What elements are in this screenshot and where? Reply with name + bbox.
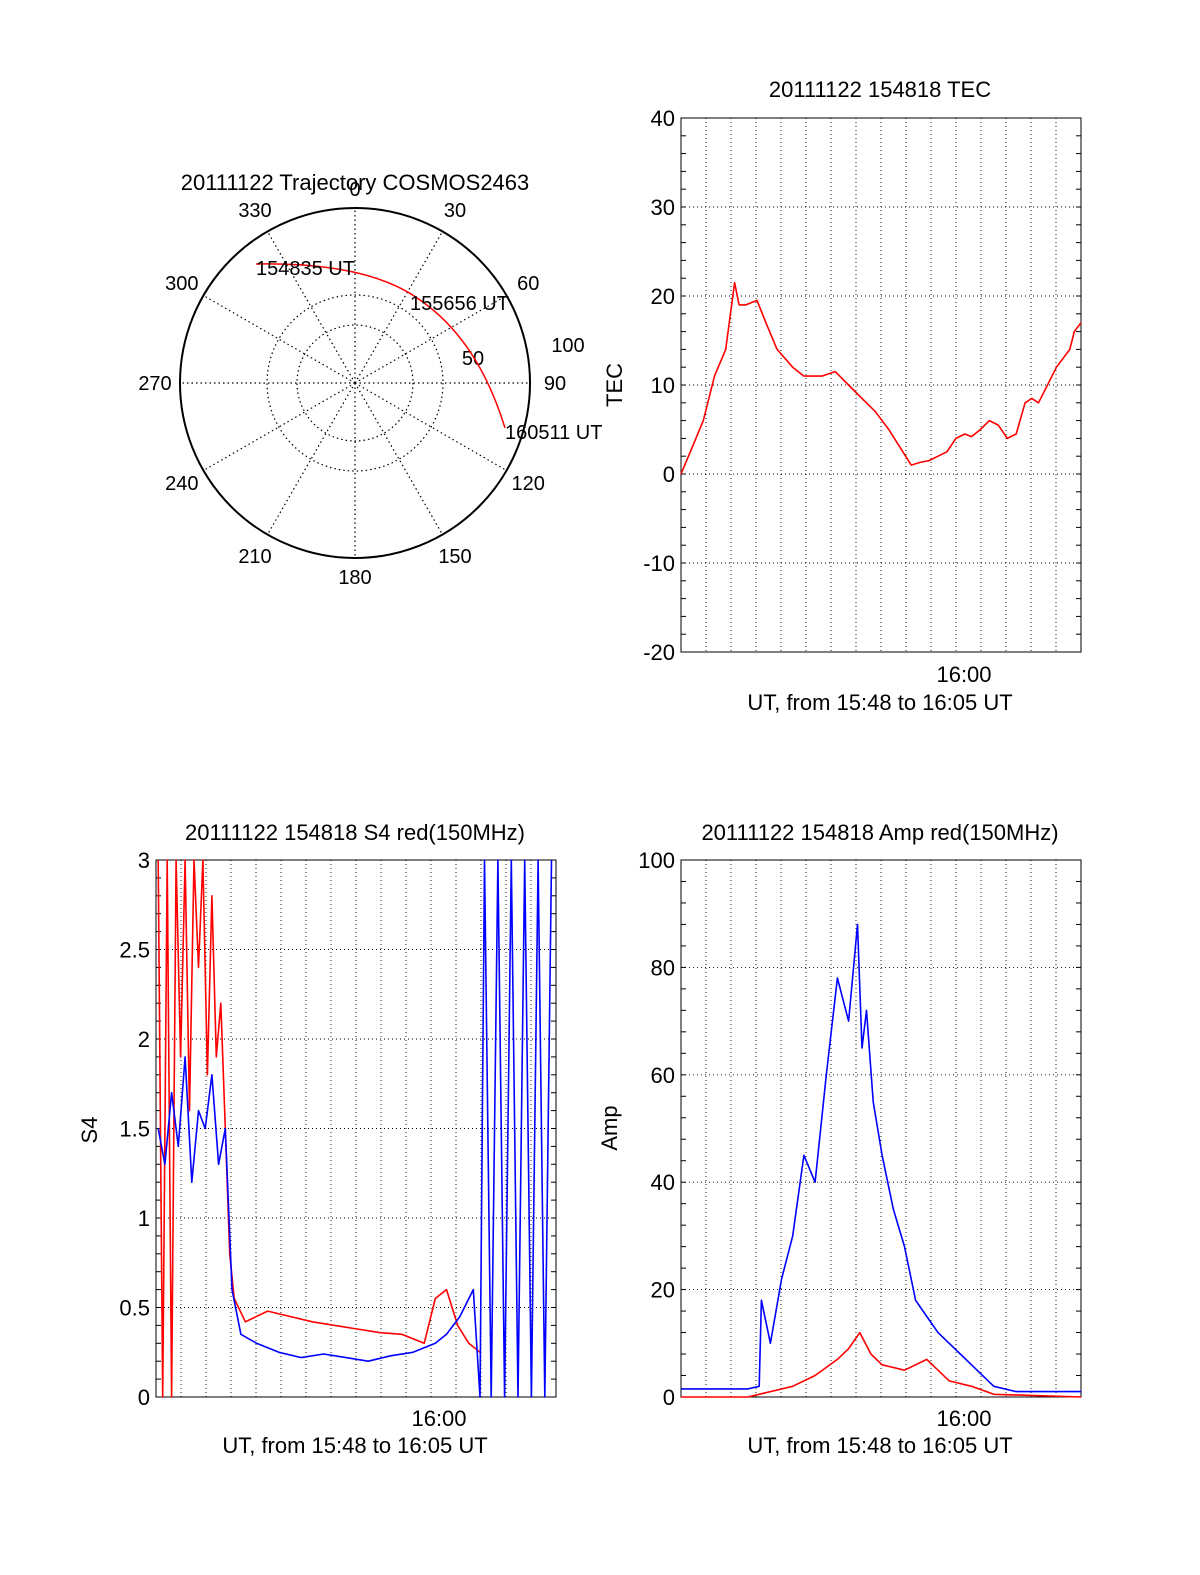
polar-radial-label-100: 100 [551, 335, 584, 357]
ytick-label: 2.5 [119, 938, 150, 963]
ytick-label: -20 [643, 640, 675, 665]
ytick-label: 3 [138, 848, 150, 873]
polar-azimuth-label-30: 30 [444, 200, 466, 222]
tec-title: 20111122 154818 TEC [769, 77, 991, 102]
s4-grid [156, 859, 556, 1398]
ytick-label: 40 [651, 1170, 675, 1195]
series-line-blue [681, 923, 1081, 1393]
s4-xlabel: UT, from 15:48 to 16:05 UT [222, 1433, 487, 1458]
series-line-blue [157, 859, 553, 1398]
polar-spoke-330 [266, 231, 356, 384]
polar-azimuth-label-150: 150 [438, 546, 471, 568]
ytick-label: 0.5 [119, 1296, 150, 1321]
polar-title: 20111122 Trajectory COSMOS2463 [181, 170, 530, 195]
series-line-red [680, 281, 1082, 475]
polar-azimuth-label-270: 270 [138, 373, 171, 395]
polar-panel: 20111122 Trajectory COSMOS2463 0 30 60 90 12… [138, 170, 602, 589]
s4-series [157, 859, 553, 1398]
amp-ylabel: Amp [597, 1105, 622, 1150]
s4-panel: 20111122 154818 S4 red(150MHz) 0 0.5 1 1.5 2… [77, 820, 557, 1458]
polar-ring-0 [296, 324, 414, 442]
s4-xtick-label: 16:00 [411, 1406, 466, 1431]
polar-spoke-150 [354, 382, 444, 535]
amp-title: 20111122 154818 Amp red(150MHz) [701, 820, 1058, 845]
polar-azimuth-label-120: 120 [512, 473, 545, 495]
tec-ylabel: TEC [602, 363, 627, 407]
s4-yticks: 0 0.5 1 1.5 2 2.5 3 [119, 848, 150, 1410]
amp-panel: 20111122 154818 Amp red(150MHz) 0 20 40 60 8… [597, 820, 1082, 1458]
polar-azimuth-label-180: 180 [338, 567, 371, 589]
ytick-label: 20 [651, 284, 675, 309]
polar-azimuth-label-210: 210 [238, 546, 271, 568]
polar-azimuth-label-60: 60 [517, 273, 539, 295]
ytick-label: 0 [663, 462, 675, 487]
polar-time-label-end: 160511 UT [505, 422, 602, 444]
ytick-label: 60 [651, 1063, 675, 1088]
s4-title: 20111122 154818 S4 red(150MHz) [185, 820, 525, 845]
ytick-label: 1 [138, 1206, 150, 1231]
polar-azimuth-label-300: 300 [165, 273, 198, 295]
ytick-label: 0 [138, 1385, 150, 1410]
ytick-label: 20 [651, 1278, 675, 1303]
series-line-red [157, 859, 481, 1398]
tec-series [680, 281, 1082, 475]
ytick-label: 80 [651, 955, 675, 980]
ytick-label: 30 [651, 195, 675, 220]
polar-ring-1 [266, 294, 444, 472]
tec-grid [681, 117, 1081, 653]
amp-xtick-label: 16:00 [936, 1406, 991, 1431]
polar-azimuth-labels: 0 30 60 90 120 150 180 210 240 270 300 330 [138, 179, 566, 589]
tec-xlabel: UT, from 15:48 to 16:05 UT [747, 690, 1012, 715]
ytick-label: 1.5 [119, 1117, 150, 1142]
s4-plot-frame [155, 859, 557, 1398]
ytick-label: 0 [663, 1385, 675, 1410]
s4-ylabel: S4 [77, 1117, 102, 1144]
polar-trajectory-line [255, 263, 506, 429]
polar-outer-circle [179, 207, 531, 559]
polar-time-label-start: 154835 UT [256, 258, 355, 280]
polar-grid [180, 208, 530, 558]
amp-xlabel: UT, from 15:48 to 16:05 UT [747, 1433, 1012, 1458]
polar-azimuth-label-0: 0 [349, 179, 360, 201]
ytick-label: -10 [643, 551, 675, 576]
polar-azimuth-label-330: 330 [238, 200, 271, 222]
polar-azimuth-label-240: 240 [165, 473, 198, 495]
amp-series [681, 923, 1082, 1398]
tec-plot-frame [680, 117, 1082, 653]
polar-time-label-mid: 155656 UT [410, 293, 509, 315]
polar-azimuth-label-90: 90 [544, 373, 566, 395]
ytick-label: 40 [651, 106, 675, 131]
ytick-label: 100 [638, 848, 675, 873]
tec-xtick-label: 16:00 [936, 662, 991, 687]
series-line-red [681, 1331, 1082, 1398]
ytick-label: 10 [651, 373, 675, 398]
amp-grid [681, 859, 1081, 1398]
polar-radial-label-50: 50 [462, 348, 484, 370]
tec-panel: 20111122 154818 TEC -20 -10 0 10 20 30 40 16:0… [602, 77, 1082, 715]
amp-yticks: 0 20 40 60 80 100 [638, 848, 675, 1410]
polar-spoke-210 [266, 382, 356, 535]
ytick-label: 2 [138, 1027, 150, 1052]
amp-plot-frame [680, 859, 1082, 1398]
tec-yticks: -20 -10 0 10 20 30 40 [643, 106, 675, 665]
polar-spoke-300 [203, 294, 356, 384]
